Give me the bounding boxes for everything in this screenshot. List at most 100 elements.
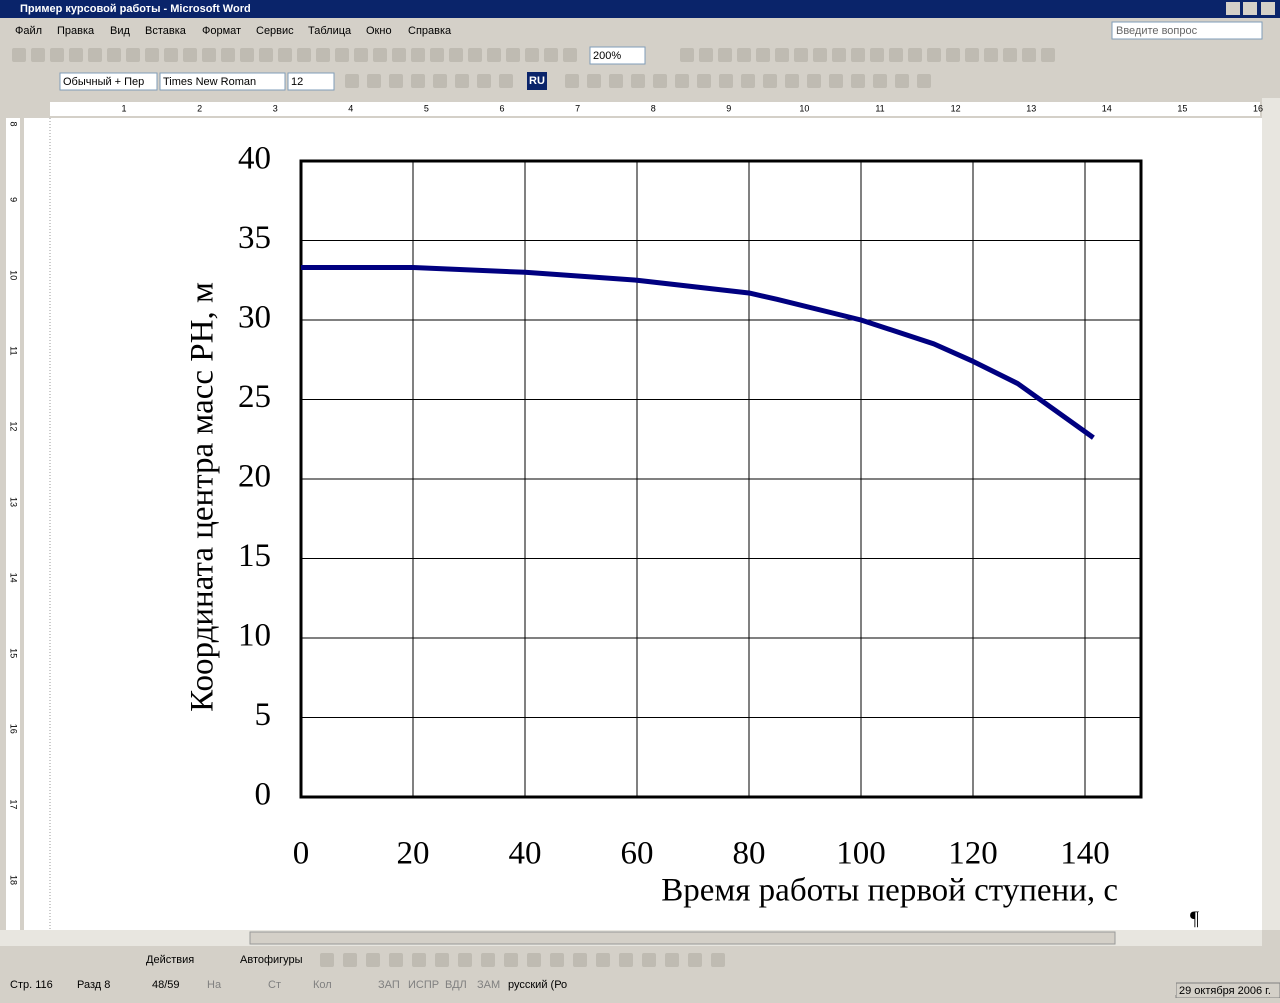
- toolbar-button[interactable]: [107, 48, 121, 62]
- drawing-button[interactable]: [481, 953, 495, 967]
- language-button[interactable]: [527, 72, 547, 90]
- menu-item[interactable]: Окно: [366, 25, 392, 37]
- toolbar-button[interactable]: [756, 48, 770, 62]
- toolbar-button[interactable]: [785, 74, 799, 88]
- toolbar-button[interactable]: [631, 74, 645, 88]
- toolbar-button[interactable]: [373, 48, 387, 62]
- toolbar-button[interactable]: [31, 48, 45, 62]
- actions-menu[interactable]: Действия: [146, 954, 194, 966]
- toolbar-button[interactable]: [813, 48, 827, 62]
- menu-item[interactable]: Сервис: [256, 25, 294, 37]
- drawing-button[interactable]: [527, 953, 541, 967]
- toolbar-button[interactable]: [609, 74, 623, 88]
- toolbar-button[interactable]: [145, 48, 159, 62]
- toolbar-button[interactable]: [794, 48, 808, 62]
- menu-item[interactable]: Файл: [15, 25, 42, 37]
- toolbar-button[interactable]: [1003, 48, 1017, 62]
- toolbar-button[interactable]: [202, 48, 216, 62]
- toolbar-button[interactable]: [653, 74, 667, 88]
- toolbar-button[interactable]: [392, 48, 406, 62]
- toolbar-button[interactable]: [699, 48, 713, 62]
- toolbar-button[interactable]: [565, 74, 579, 88]
- toolbar-button[interactable]: [506, 48, 520, 62]
- toolbar-button[interactable]: [367, 74, 381, 88]
- toolbar-button[interactable]: [240, 48, 254, 62]
- style-box[interactable]: [59, 72, 158, 91]
- font-box[interactable]: [159, 72, 286, 91]
- drawing-button[interactable]: [573, 953, 587, 967]
- zoom-box[interactable]: [589, 46, 646, 65]
- drawing-button[interactable]: [458, 953, 472, 967]
- toolbar-button[interactable]: [345, 74, 359, 88]
- drawing-button[interactable]: [665, 953, 679, 967]
- drawing-button[interactable]: [711, 953, 725, 967]
- toolbar-button[interactable]: [889, 48, 903, 62]
- menu-item[interactable]: Вставка: [145, 25, 187, 37]
- toolbar-button[interactable]: [449, 48, 463, 62]
- drawing-button[interactable]: [343, 953, 357, 967]
- size-box[interactable]: [287, 72, 335, 91]
- toolbar-button[interactable]: [737, 48, 751, 62]
- drawing-button[interactable]: [389, 953, 403, 967]
- drawing-button[interactable]: [435, 953, 449, 967]
- menu-item[interactable]: Правка: [57, 25, 95, 37]
- toolbar-button[interactable]: [544, 48, 558, 62]
- toolbar-button[interactable]: [389, 74, 403, 88]
- help-box[interactable]: [1111, 21, 1263, 40]
- toolbar-button[interactable]: [354, 48, 368, 62]
- toolbar-button[interactable]: [525, 48, 539, 62]
- toolbar-button[interactable]: [433, 74, 447, 88]
- toolbar-button[interactable]: [316, 48, 330, 62]
- toolbar-button[interactable]: [183, 48, 197, 62]
- menu-item[interactable]: Формат: [202, 25, 241, 37]
- toolbar-button[interactable]: [88, 48, 102, 62]
- toolbar-button[interactable]: [12, 48, 26, 62]
- toolbar-button[interactable]: [719, 74, 733, 88]
- toolbar-button[interactable]: [870, 48, 884, 62]
- drawing-button[interactable]: [412, 953, 426, 967]
- toolbar-button[interactable]: [411, 48, 425, 62]
- toolbar-button[interactable]: [895, 74, 909, 88]
- toolbar-button[interactable]: [927, 48, 941, 62]
- toolbar-button[interactable]: [807, 74, 821, 88]
- toolbar-button[interactable]: [829, 74, 843, 88]
- toolbar-button[interactable]: [477, 74, 491, 88]
- drawing-button[interactable]: [504, 953, 518, 967]
- toolbar-button[interactable]: [775, 48, 789, 62]
- toolbar-button[interactable]: [487, 48, 501, 62]
- toolbar-button[interactable]: [697, 74, 711, 88]
- drawing-button[interactable]: [366, 953, 380, 967]
- toolbar-button[interactable]: [832, 48, 846, 62]
- toolbar-button[interactable]: [1041, 48, 1055, 62]
- toolbar-button[interactable]: [126, 48, 140, 62]
- autoshapes-menu[interactable]: Автофигуры: [240, 954, 303, 966]
- toolbar-button[interactable]: [965, 48, 979, 62]
- toolbar-button[interactable]: [851, 74, 865, 88]
- toolbar-button[interactable]: [468, 48, 482, 62]
- toolbar-button[interactable]: [741, 74, 755, 88]
- toolbar-button[interactable]: [718, 48, 732, 62]
- toolbar-button[interactable]: [499, 74, 513, 88]
- drawing-button[interactable]: [688, 953, 702, 967]
- menu-item[interactable]: Справка: [408, 25, 452, 37]
- toolbar-button[interactable]: [873, 74, 887, 88]
- toolbar-button[interactable]: [335, 48, 349, 62]
- menu-item[interactable]: Таблица: [308, 25, 352, 37]
- toolbar-button[interactable]: [411, 74, 425, 88]
- toolbar-button[interactable]: [587, 74, 601, 88]
- toolbar-button[interactable]: [278, 48, 292, 62]
- toolbar-button[interactable]: [908, 48, 922, 62]
- close-button[interactable]: [1261, 2, 1275, 15]
- toolbar-button[interactable]: [1022, 48, 1036, 62]
- menu-item[interactable]: Вид: [110, 25, 130, 37]
- vertical-scrollbar[interactable]: [1262, 98, 1280, 930]
- toolbar-button[interactable]: [69, 48, 83, 62]
- toolbar-button[interactable]: [221, 48, 235, 62]
- toolbar-button[interactable]: [851, 48, 865, 62]
- toolbar-button[interactable]: [917, 74, 931, 88]
- drawing-button[interactable]: [619, 953, 633, 967]
- toolbar-button[interactable]: [563, 48, 577, 62]
- drawing-button[interactable]: [596, 953, 610, 967]
- toolbar-button[interactable]: [984, 48, 998, 62]
- toolbar-button[interactable]: [50, 48, 64, 62]
